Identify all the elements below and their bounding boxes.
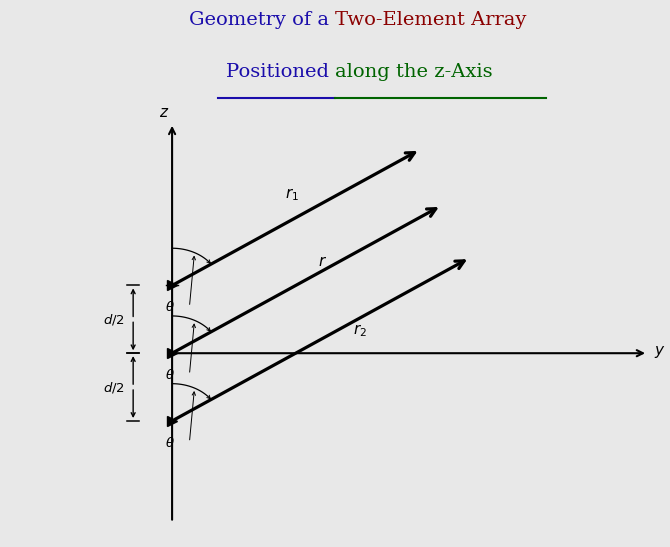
Text: $r$: $r$ bbox=[318, 254, 327, 269]
Text: $r_1$: $r_1$ bbox=[285, 186, 299, 202]
Text: Positioned: Positioned bbox=[226, 63, 335, 82]
Text: Geometry of a: Geometry of a bbox=[189, 11, 335, 29]
Text: $\theta$: $\theta$ bbox=[165, 435, 175, 450]
Text: along the z-Axis: along the z-Axis bbox=[335, 63, 492, 82]
Text: $\theta$: $\theta$ bbox=[165, 368, 175, 382]
Text: Two-Element Array: Two-Element Array bbox=[335, 11, 527, 29]
Text: $\theta$: $\theta$ bbox=[165, 300, 175, 314]
Text: $d/2$: $d/2$ bbox=[103, 380, 125, 394]
Text: $r_2$: $r_2$ bbox=[353, 323, 367, 339]
Text: $d/2$: $d/2$ bbox=[103, 312, 125, 327]
Text: z: z bbox=[159, 104, 168, 120]
Text: y: y bbox=[655, 343, 664, 358]
